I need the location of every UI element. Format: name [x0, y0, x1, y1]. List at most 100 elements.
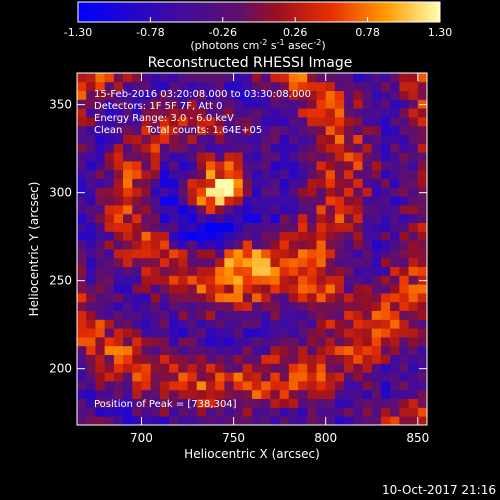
- heatmap-cell: [380, 213, 391, 223]
- heatmap-cell: [215, 178, 225, 188]
- heatmap-cell: [344, 345, 354, 355]
- heatmap-cell: [196, 293, 207, 303]
- heatmap-cell: [233, 90, 244, 100]
- heatmap-cell: [233, 389, 244, 399]
- heatmap-cell: [187, 249, 198, 259]
- heatmap-cell: [205, 301, 216, 311]
- heatmap-cell: [344, 169, 354, 179]
- heatmap-cell: [353, 389, 363, 399]
- heatmap-cell: [215, 301, 225, 311]
- heatmap-cell: [408, 310, 419, 320]
- heatmap-cell: [325, 134, 336, 144]
- heatmap-cell: [224, 363, 234, 373]
- heatmap-cell: [399, 231, 409, 241]
- heatmap-cell: [150, 389, 161, 399]
- heatmap-cell: [408, 187, 419, 197]
- heatmap-cell: [187, 99, 198, 109]
- heatmap-cell: [196, 319, 207, 329]
- colorbar-tick-label: -0.26: [209, 26, 237, 39]
- heatmap-cell: [344, 161, 354, 171]
- heatmap-cell: [77, 284, 87, 294]
- heatmap-cell: [380, 134, 391, 144]
- heatmap-cell: [178, 416, 188, 425]
- heatmap-cell: [307, 73, 317, 83]
- heatmap-cell: [233, 187, 244, 197]
- heatmap-cell: [77, 389, 87, 399]
- heatmap-cell: [205, 187, 216, 197]
- heatmap-cell: [132, 337, 142, 347]
- heatmap-cell: [279, 125, 290, 135]
- annotation-time-range: 15-Feb-2016 03:20:08.000 to 03:30:08.000: [94, 89, 311, 100]
- heatmap-cell: [224, 249, 234, 259]
- heatmap-cell: [187, 213, 198, 223]
- heatmap-cell: [279, 284, 290, 294]
- heatmap-cell: [334, 310, 345, 320]
- heatmap-cell: [215, 205, 225, 215]
- heatmap-cell: [399, 275, 409, 285]
- heatmap-cell: [224, 231, 234, 241]
- heatmap-cell: [178, 337, 188, 347]
- heatmap-cell: [215, 99, 225, 109]
- heatmap-cell: [233, 134, 244, 144]
- heatmap-cell: [408, 231, 419, 241]
- heatmap-cell: [417, 213, 427, 223]
- heatmap-cell: [270, 125, 281, 135]
- heatmap-cell: [77, 310, 87, 320]
- heatmap-cell: [113, 249, 124, 259]
- heatmap-cell: [316, 178, 327, 188]
- heatmap-cell: [169, 125, 179, 135]
- heatmap-cell: [270, 240, 281, 250]
- heatmap-cell: [159, 205, 170, 215]
- heatmap-cell: [77, 416, 87, 425]
- heatmap-cell: [408, 301, 419, 311]
- heatmap-cell: [288, 293, 299, 303]
- heatmap-cell: [344, 108, 354, 118]
- heatmap-cell: [380, 125, 391, 135]
- heatmap-cell: [316, 231, 327, 241]
- heatmap-cell: [77, 328, 87, 338]
- heatmap-cell: [104, 249, 115, 259]
- heatmap-cell: [77, 266, 87, 276]
- heatmap-cell: [224, 381, 234, 391]
- heatmap-cell: [150, 301, 161, 311]
- heatmap-cell: [252, 275, 262, 285]
- heatmap-cell: [316, 293, 327, 303]
- heatmap-cell: [371, 354, 382, 364]
- heatmap-cell: [325, 345, 336, 355]
- heatmap-cell: [224, 301, 234, 311]
- heatmap-cell: [104, 152, 115, 162]
- heatmap-cell: [141, 337, 152, 347]
- heatmap-cell: [288, 205, 299, 215]
- heatmap-cell: [104, 81, 115, 91]
- heatmap-cell: [288, 143, 299, 153]
- heatmap-cell: [178, 284, 188, 294]
- heatmap-cell: [123, 99, 133, 109]
- heatmap-cell: [307, 310, 317, 320]
- heatmap-cell: [279, 416, 290, 425]
- heatmap-cell: [298, 301, 308, 311]
- heatmap-cell: [215, 328, 225, 338]
- heatmap-cell: [141, 117, 152, 127]
- heatmap-cell: [252, 125, 262, 135]
- heatmap-cell: [159, 363, 170, 373]
- heatmap-cell: [169, 337, 179, 347]
- heatmap-cell: [123, 90, 133, 100]
- heatmap-cell: [224, 108, 234, 118]
- heatmap-cell: [159, 152, 170, 162]
- heatmap-cell: [279, 99, 290, 109]
- heatmap-cell: [252, 161, 262, 171]
- heatmap-cell: [242, 275, 253, 285]
- observation-annotations: 15-Feb-2016 03:20:08.000 to 03:30:08.000…: [94, 89, 311, 136]
- heatmap-cell: [353, 231, 363, 241]
- heatmap-cell: [344, 134, 354, 144]
- heatmap-cell: [113, 196, 124, 206]
- heatmap-cell: [344, 187, 354, 197]
- heatmap-cell: [252, 372, 262, 382]
- heatmap-cell: [196, 178, 207, 188]
- heatmap-cell: [233, 345, 244, 355]
- heatmap-cell: [86, 372, 96, 382]
- heatmap-cell: [362, 161, 373, 171]
- heatmap-cell: [288, 240, 299, 250]
- heatmap-cell: [242, 372, 253, 382]
